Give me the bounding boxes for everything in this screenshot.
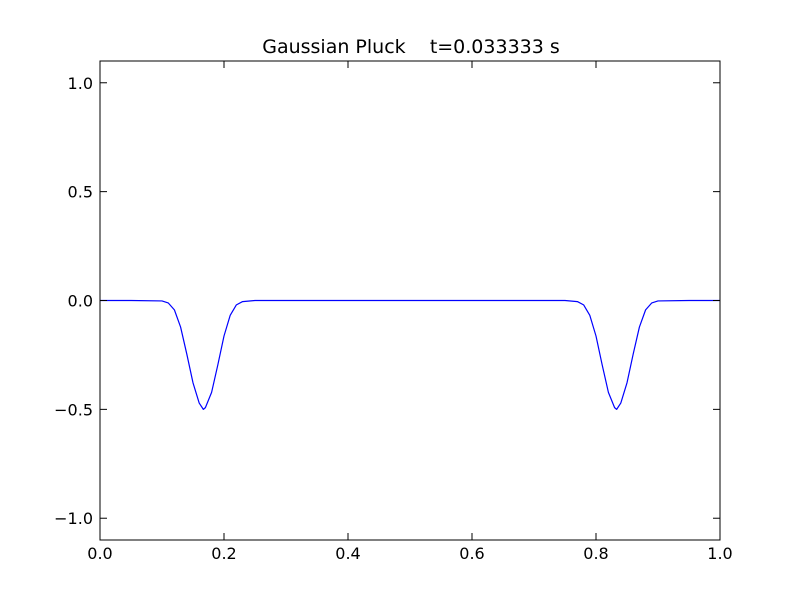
series-line-0 <box>100 299 720 410</box>
x-tick-label: 0.8 <box>583 544 608 563</box>
x-tick-label: 1.0 <box>707 544 732 563</box>
x-tick-label: 0.4 <box>335 544 360 563</box>
axis-ticks: 0.0 0.2 0.4 0.6 0.8 1.0 1.0 0.5 0.0 −0.5 −1.0 <box>54 61 733 563</box>
x-tick-label: 0.0 <box>87 544 112 563</box>
y-tick-label: −0.5 <box>54 400 93 419</box>
y-tick-label: 1.0 <box>68 74 93 93</box>
plot-frame <box>99 60 721 541</box>
y-tick-label: −1.0 <box>54 509 93 528</box>
plot-area <box>100 299 720 410</box>
chart-title: Gaussian Pluck t=0.033333 s <box>262 36 560 58</box>
y-tick-label: 0.5 <box>68 183 93 202</box>
x-tick-label: 0.2 <box>211 544 236 563</box>
y-tick-label: 0.0 <box>68 292 93 311</box>
x-tick-label: 0.6 <box>459 544 484 563</box>
